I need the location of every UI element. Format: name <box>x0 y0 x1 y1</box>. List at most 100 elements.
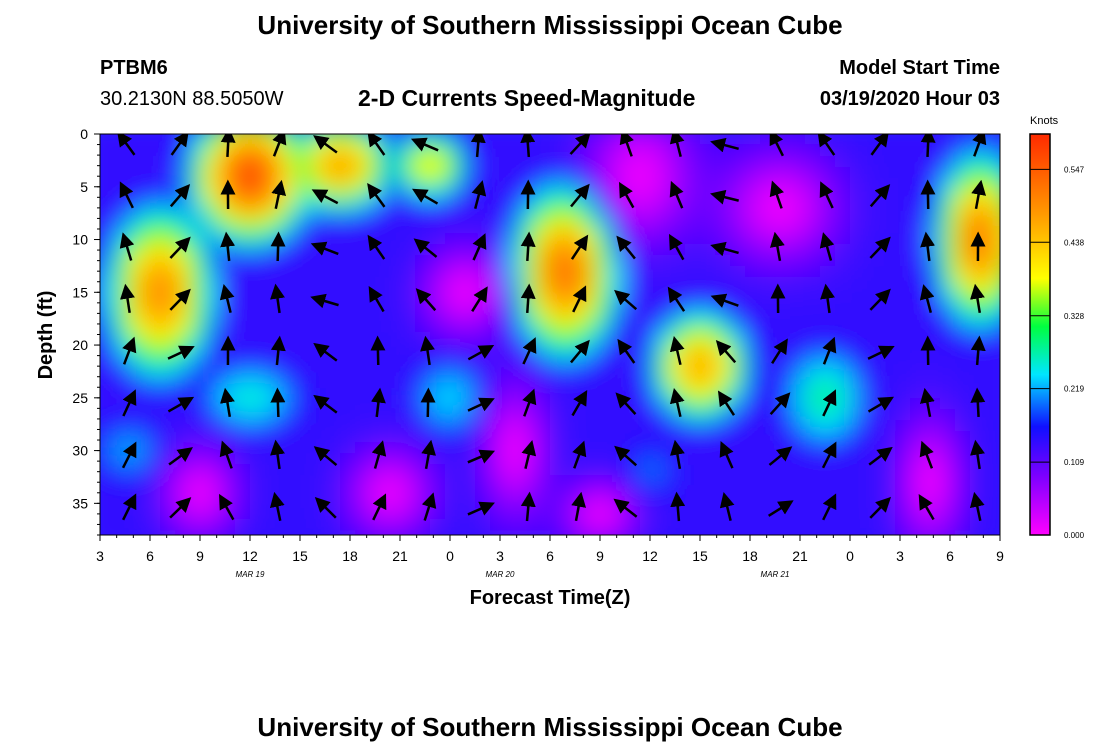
current-arrow <box>122 336 137 365</box>
x-tick-label: 21 <box>392 548 408 564</box>
current-arrow <box>367 134 386 156</box>
current-arrow <box>822 336 837 365</box>
x-tick-label: 6 <box>146 548 154 564</box>
x-date-label: MAR 21 <box>761 570 790 579</box>
current-arrow <box>571 491 587 522</box>
current-arrow <box>919 387 935 418</box>
current-arrow <box>119 232 135 261</box>
current-arrow <box>410 137 439 152</box>
current-arrow <box>771 338 788 364</box>
current-arrow <box>169 288 191 311</box>
x-tick-label: 0 <box>446 548 454 564</box>
footer-title: University of Southern Mississippi Ocean… <box>257 712 843 742</box>
current-arrow <box>768 500 794 517</box>
current-arrow <box>769 392 791 416</box>
current-arrow <box>269 491 285 522</box>
x-tick-label: 9 <box>596 548 604 564</box>
current-arrow <box>669 134 685 157</box>
current-arrow <box>619 134 634 157</box>
current-arrow <box>869 236 891 259</box>
current-arrow <box>520 491 536 522</box>
x-tick-label: 3 <box>96 548 104 564</box>
y-tick-label: 5 <box>80 179 88 195</box>
current-arrow <box>520 134 536 158</box>
y-tick-label: 35 <box>72 495 88 511</box>
plot-subtitle: 2-D Currents Speed-Magnitude <box>358 85 696 111</box>
current-arrow <box>971 179 987 210</box>
current-arrow <box>570 183 590 208</box>
current-arrow <box>169 236 191 259</box>
model-start-label: Model Start Time <box>839 57 1000 79</box>
current-arrow <box>121 441 137 469</box>
current-arrow <box>314 497 337 519</box>
current-arrow <box>170 134 189 156</box>
current-arrow <box>769 231 785 262</box>
current-arrow <box>467 449 496 464</box>
current-arrow <box>368 286 385 313</box>
current-arrow <box>220 231 236 262</box>
x-tick-label: 18 <box>742 548 758 564</box>
current-arrow <box>719 492 735 521</box>
current-arrow <box>313 394 338 414</box>
current-arrow <box>920 231 936 262</box>
x-date-label: MAR 20 <box>486 570 515 579</box>
current-arrow <box>820 283 835 314</box>
current-arrow <box>521 440 537 469</box>
y-tick-label: 25 <box>72 390 88 406</box>
current-arrow <box>471 180 487 209</box>
x-tick-label: 15 <box>692 548 708 564</box>
current-arrow <box>167 396 195 413</box>
current-arrow <box>970 335 986 366</box>
current-arrow <box>313 446 338 466</box>
current-arrow <box>869 288 891 311</box>
current-arrow <box>870 134 889 156</box>
current-arrow <box>569 134 591 155</box>
current-arrow <box>710 293 739 308</box>
current-arrow <box>570 339 590 364</box>
current-arrow <box>270 387 286 418</box>
current-arrow <box>271 179 287 210</box>
current-arrow <box>769 134 785 157</box>
current-arrow <box>520 231 536 262</box>
current-arrow <box>570 234 589 260</box>
current-arrow <box>169 183 191 208</box>
x-date-label: MAR 19 <box>236 570 265 579</box>
model-start-time: 03/19/2020 Hour 03 <box>819 88 1000 110</box>
current-arrow <box>821 441 837 469</box>
current-arrow <box>270 439 285 470</box>
current-arrow <box>919 284 935 313</box>
colorbar: Knots 0.547 0.438 0.328 0.219 0.109 0.000 <box>1029 115 1085 540</box>
current-arrow <box>822 493 837 521</box>
current-arrow <box>472 233 487 261</box>
current-arrow <box>869 184 891 208</box>
current-vectors <box>117 134 987 522</box>
current-arrow <box>616 235 636 260</box>
current-arrow <box>868 446 893 466</box>
current-arrow <box>467 397 495 412</box>
current-arrow <box>819 181 834 209</box>
station-coordinates: 30.2130N 88.5050W <box>100 88 284 110</box>
current-arrow <box>413 238 438 258</box>
current-arrow <box>219 440 234 469</box>
y-tick-label: 20 <box>72 337 88 353</box>
x-tick-label: 12 <box>642 548 658 564</box>
x-tick-label: 6 <box>946 548 954 564</box>
y-axis: 0 5 10 15 20 25 30 35 <box>72 126 100 536</box>
current-arrow <box>310 293 339 309</box>
current-arrow <box>370 335 386 366</box>
current-arrow <box>867 396 894 413</box>
current-arrow <box>471 286 488 313</box>
current-arrow <box>220 387 235 418</box>
current-arrow <box>715 340 737 364</box>
current-arrow <box>717 390 736 416</box>
current-arrow <box>619 181 635 209</box>
colorbar-unit: Knots <box>1030 115 1059 127</box>
current-arrow <box>470 134 486 158</box>
x-axis: 3 6 9 12 15 18 21 0 3 6 9 12 15 18 21 0 3 6 9 MAR 19 MAR 20 M… <box>96 535 1004 579</box>
current-arrow <box>869 496 892 519</box>
current-arrow <box>920 134 936 158</box>
current-arrow <box>367 183 386 208</box>
current-arrow <box>270 231 286 262</box>
current-arrow <box>970 283 985 314</box>
